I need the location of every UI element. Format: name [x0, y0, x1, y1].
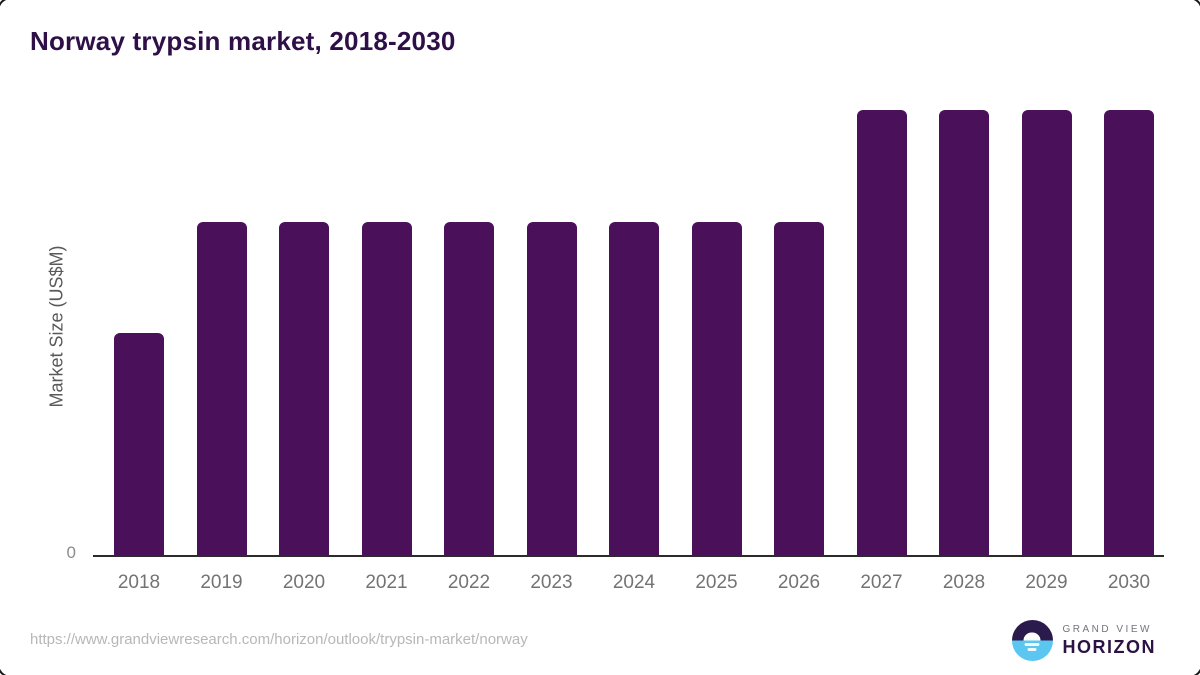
card-corner-border	[0, 662, 13, 675]
card-corner-border	[1187, 0, 1200, 13]
bar-2022[interactable]	[444, 222, 494, 557]
logo-brand-name: GRAND VIEW	[1062, 623, 1152, 635]
bar-2023[interactable]	[526, 222, 577, 557]
x-tick-2023: 2023	[530, 572, 573, 593]
bar-2026[interactable]	[774, 222, 824, 557]
bar-2024[interactable]	[609, 222, 659, 557]
x-tick-2029: 2029	[1025, 572, 1068, 593]
x-tick-2025: 2025	[695, 572, 738, 593]
x-tick-2027: 2027	[860, 572, 903, 593]
chart-title: Norway trypsin market, 2018-2030	[30, 26, 456, 56]
x-tick-2020: 2020	[282, 572, 326, 593]
bar-2019[interactable]	[196, 222, 247, 557]
bar-2028[interactable]	[939, 110, 989, 557]
bar-2030[interactable]	[1104, 110, 1154, 557]
y-axis-title: Market Size (US$M)	[46, 245, 67, 408]
x-tick-2021: 2021	[365, 572, 408, 593]
bar-2025[interactable]	[691, 222, 742, 557]
bar-2027[interactable]	[856, 110, 907, 557]
x-tick-2019: 2019	[200, 572, 243, 593]
x-tick-2028: 2028	[942, 572, 986, 593]
logo-product-name: HORIZON	[1062, 636, 1156, 657]
sunrise-horizon-icon	[1011, 620, 1053, 661]
card-corner-border	[0, 0, 13, 13]
bar-2029[interactable]	[1021, 110, 1072, 557]
bar-2021[interactable]	[361, 222, 412, 557]
bars	[114, 110, 1154, 557]
source-url: https://www.grandviewresearch.com/horizo…	[30, 631, 528, 648]
y-tick-zero: 0	[66, 543, 76, 562]
sun-reflection-line	[1024, 643, 1040, 646]
x-tick-2022: 2022	[447, 572, 491, 593]
x-tick-2030: 2030	[1107, 572, 1151, 593]
bar-2020[interactable]	[279, 222, 329, 557]
x-tick-2018: 2018	[117, 572, 161, 593]
x-tick-2026: 2026	[777, 572, 821, 593]
sun-icon	[1023, 632, 1041, 641]
card-corner-border	[1187, 662, 1200, 675]
grand-view-horizon-logo: GRAND VIEW HORIZON	[1011, 620, 1157, 661]
bar-2018[interactable]	[114, 333, 164, 557]
sun-reflection-line	[1027, 648, 1037, 651]
logo-text: GRAND VIEW HORIZON	[1063, 624, 1157, 658]
x-axis-labels: 2018 2019 2020 2021 2022 2023 2024 2025 2026 2027…	[114, 572, 1154, 594]
x-tick-2024: 2024	[612, 572, 656, 593]
x-axis-line	[93, 555, 1164, 557]
